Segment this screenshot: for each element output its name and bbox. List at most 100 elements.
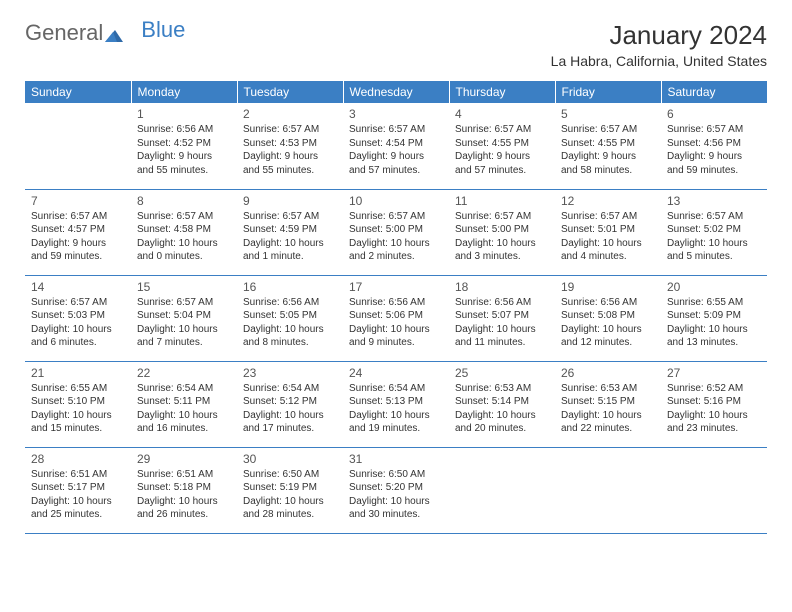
daylight1-text: Daylight: 10 hours (561, 237, 655, 251)
day-cell: 27Sunrise: 6:52 AMSunset: 5:16 PMDayligh… (661, 361, 767, 447)
daylight2-text: and 28 minutes. (243, 508, 337, 522)
sunset-text: Sunset: 4:59 PM (243, 223, 337, 237)
sunset-text: Sunset: 5:12 PM (243, 395, 337, 409)
day-number: 9 (243, 193, 337, 209)
sunset-text: Sunset: 5:17 PM (31, 481, 125, 495)
daylight2-text: and 20 minutes. (455, 422, 549, 436)
day-cell: 11Sunrise: 6:57 AMSunset: 5:00 PMDayligh… (449, 189, 555, 275)
daylight2-text: and 4 minutes. (561, 250, 655, 264)
sunrise-text: Sunrise: 6:51 AM (137, 468, 231, 482)
daylight1-text: Daylight: 9 hours (561, 150, 655, 164)
sunrise-text: Sunrise: 6:55 AM (667, 296, 761, 310)
day-cell (661, 447, 767, 533)
sunrise-text: Sunrise: 6:55 AM (31, 382, 125, 396)
daylight2-text: and 5 minutes. (667, 250, 761, 264)
day-number: 31 (349, 451, 443, 467)
daylight2-text: and 57 minutes. (349, 164, 443, 178)
sunrise-text: Sunrise: 6:57 AM (349, 123, 443, 137)
sunset-text: Sunset: 4:53 PM (243, 137, 337, 151)
day-cell: 8Sunrise: 6:57 AMSunset: 4:58 PMDaylight… (131, 189, 237, 275)
day-cell: 2Sunrise: 6:57 AMSunset: 4:53 PMDaylight… (237, 103, 343, 189)
daylight1-text: Daylight: 9 hours (243, 150, 337, 164)
daylight1-text: Daylight: 10 hours (667, 409, 761, 423)
daylight1-text: Daylight: 10 hours (349, 237, 443, 251)
daylight1-text: Daylight: 9 hours (667, 150, 761, 164)
daylight2-text: and 9 minutes. (349, 336, 443, 350)
daylight1-text: Daylight: 9 hours (349, 150, 443, 164)
daylight1-text: Daylight: 10 hours (243, 409, 337, 423)
sunset-text: Sunset: 5:05 PM (243, 309, 337, 323)
day-number: 21 (31, 365, 125, 381)
sunrise-text: Sunrise: 6:54 AM (349, 382, 443, 396)
day-cell: 13Sunrise: 6:57 AMSunset: 5:02 PMDayligh… (661, 189, 767, 275)
day-cell: 17Sunrise: 6:56 AMSunset: 5:06 PMDayligh… (343, 275, 449, 361)
daylight2-text: and 1 minute. (243, 250, 337, 264)
day-number: 14 (31, 279, 125, 295)
day-cell: 29Sunrise: 6:51 AMSunset: 5:18 PMDayligh… (131, 447, 237, 533)
day-cell: 14Sunrise: 6:57 AMSunset: 5:03 PMDayligh… (25, 275, 131, 361)
sunrise-text: Sunrise: 6:57 AM (243, 123, 337, 137)
day-number: 12 (561, 193, 655, 209)
day-number: 23 (243, 365, 337, 381)
sunset-text: Sunset: 5:13 PM (349, 395, 443, 409)
sunset-text: Sunset: 4:55 PM (561, 137, 655, 151)
sunset-text: Sunset: 5:09 PM (667, 309, 761, 323)
day-number: 8 (137, 193, 231, 209)
day-cell (555, 447, 661, 533)
daylight2-text: and 11 minutes. (455, 336, 549, 350)
page-header: General Blue January 2024 La Habra, Cali… (25, 20, 767, 69)
daylight1-text: Daylight: 10 hours (349, 323, 443, 337)
sunset-text: Sunset: 5:08 PM (561, 309, 655, 323)
daylight2-text: and 25 minutes. (31, 508, 125, 522)
sunrise-text: Sunrise: 6:57 AM (667, 210, 761, 224)
sunset-text: Sunset: 5:07 PM (455, 309, 549, 323)
day-header: Wednesday (343, 81, 449, 103)
sunrise-text: Sunrise: 6:56 AM (243, 296, 337, 310)
day-cell: 7Sunrise: 6:57 AMSunset: 4:57 PMDaylight… (25, 189, 131, 275)
daylight1-text: Daylight: 10 hours (137, 495, 231, 509)
day-number: 3 (349, 106, 443, 122)
day-number: 25 (455, 365, 549, 381)
day-cell: 21Sunrise: 6:55 AMSunset: 5:10 PMDayligh… (25, 361, 131, 447)
day-number: 16 (243, 279, 337, 295)
daylight2-text: and 2 minutes. (349, 250, 443, 264)
day-cell (25, 103, 131, 189)
logo-text-general: General (25, 20, 103, 46)
day-header: Thursday (449, 81, 555, 103)
day-cell: 10Sunrise: 6:57 AMSunset: 5:00 PMDayligh… (343, 189, 449, 275)
day-number: 22 (137, 365, 231, 381)
sunrise-text: Sunrise: 6:57 AM (243, 210, 337, 224)
daylight1-text: Daylight: 9 hours (31, 237, 125, 251)
sunrise-text: Sunrise: 6:53 AM (455, 382, 549, 396)
sunset-text: Sunset: 5:02 PM (667, 223, 761, 237)
daylight1-text: Daylight: 9 hours (137, 150, 231, 164)
sunset-text: Sunset: 5:16 PM (667, 395, 761, 409)
week-row: 21Sunrise: 6:55 AMSunset: 5:10 PMDayligh… (25, 361, 767, 447)
daylight1-text: Daylight: 10 hours (31, 495, 125, 509)
daylight2-text: and 19 minutes. (349, 422, 443, 436)
day-header: Saturday (661, 81, 767, 103)
day-cell: 4Sunrise: 6:57 AMSunset: 4:55 PMDaylight… (449, 103, 555, 189)
sunrise-text: Sunrise: 6:53 AM (561, 382, 655, 396)
day-cell: 12Sunrise: 6:57 AMSunset: 5:01 PMDayligh… (555, 189, 661, 275)
day-number: 13 (667, 193, 761, 209)
sunset-text: Sunset: 4:56 PM (667, 137, 761, 151)
sunset-text: Sunset: 4:58 PM (137, 223, 231, 237)
day-cell: 5Sunrise: 6:57 AMSunset: 4:55 PMDaylight… (555, 103, 661, 189)
week-row: 14Sunrise: 6:57 AMSunset: 5:03 PMDayligh… (25, 275, 767, 361)
sunset-text: Sunset: 5:19 PM (243, 481, 337, 495)
daylight1-text: Daylight: 10 hours (137, 237, 231, 251)
sunset-text: Sunset: 5:14 PM (455, 395, 549, 409)
sunrise-text: Sunrise: 6:50 AM (243, 468, 337, 482)
day-number: 6 (667, 106, 761, 122)
day-cell: 19Sunrise: 6:56 AMSunset: 5:08 PMDayligh… (555, 275, 661, 361)
day-header: Friday (555, 81, 661, 103)
sunrise-text: Sunrise: 6:56 AM (349, 296, 443, 310)
sunset-text: Sunset: 5:00 PM (455, 223, 549, 237)
daylight1-text: Daylight: 10 hours (561, 323, 655, 337)
week-row: 1Sunrise: 6:56 AMSunset: 4:52 PMDaylight… (25, 103, 767, 189)
day-header: Sunday (25, 81, 131, 103)
sunrise-text: Sunrise: 6:57 AM (667, 123, 761, 137)
week-row: 28Sunrise: 6:51 AMSunset: 5:17 PMDayligh… (25, 447, 767, 533)
logo-text-blue: Blue (141, 17, 185, 43)
